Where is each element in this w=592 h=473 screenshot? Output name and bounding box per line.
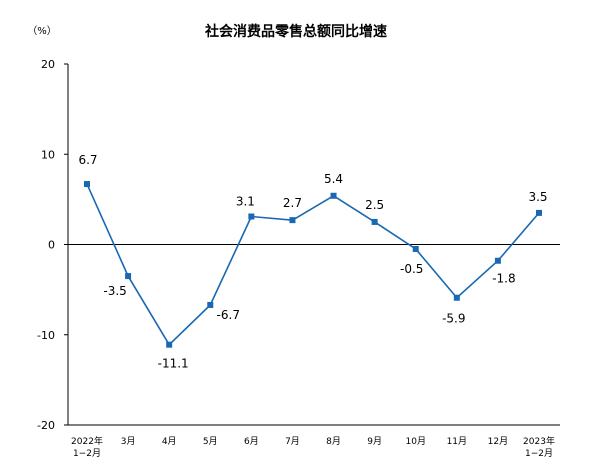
data-label: 5.4 <box>324 172 343 186</box>
data-label: -5.9 <box>442 312 465 326</box>
y-tick-label: 10 <box>41 148 55 161</box>
x-tick-label: 10月 <box>406 436 426 447</box>
y-unit-label: （%） <box>27 25 57 37</box>
x-tick-label: 5月 <box>203 436 218 447</box>
data-label: 2.7 <box>283 196 302 210</box>
y-tick-label: 0 <box>48 239 55 252</box>
y-tick-label: -10 <box>37 329 55 342</box>
x-tick-label: 2022年 <box>71 435 103 447</box>
x-tick-label: 2023年 <box>523 435 555 447</box>
x-tick-label: 1−2月 <box>73 448 101 459</box>
data-point <box>207 301 214 308</box>
data-point <box>371 218 378 225</box>
data-point <box>289 217 296 224</box>
y-tick-label: 20 <box>41 58 55 71</box>
y-tick-label: -20 <box>37 419 55 432</box>
data-label: -11.1 <box>158 357 189 371</box>
data-point <box>412 246 419 253</box>
x-tick-label: 8月 <box>326 436 341 447</box>
data-point <box>494 257 501 264</box>
data-label: 2.5 <box>365 198 384 212</box>
data-point <box>166 341 173 348</box>
data-label: -1.8 <box>492 272 515 286</box>
x-tick-label: 9月 <box>367 436 382 447</box>
x-tick-label: 1−2月 <box>525 448 553 459</box>
x-tick-label: 11月 <box>447 436 467 447</box>
data-label: 6.7 <box>78 153 97 167</box>
data-label: 3.1 <box>236 195 255 209</box>
x-tick-label: 7月 <box>285 436 300 447</box>
data-point <box>248 213 255 220</box>
data-label: 3.5 <box>528 190 547 204</box>
data-point <box>84 181 90 188</box>
x-tick-label: 3月 <box>121 436 136 447</box>
data-point <box>536 209 542 216</box>
data-label: -6.7 <box>217 308 240 322</box>
data-point <box>330 192 337 199</box>
data-label: -0.5 <box>400 262 423 276</box>
x-tick-label: 12月 <box>488 436 508 447</box>
data-point <box>125 273 132 280</box>
series-line <box>86 183 540 346</box>
data-point <box>453 294 460 301</box>
data-label: -3.5 <box>103 284 126 298</box>
chart-title: 社会消费品零售总额同比增速 <box>204 23 387 40</box>
x-tick-label: 4月 <box>162 436 177 447</box>
x-tick-label: 6月 <box>244 436 259 447</box>
